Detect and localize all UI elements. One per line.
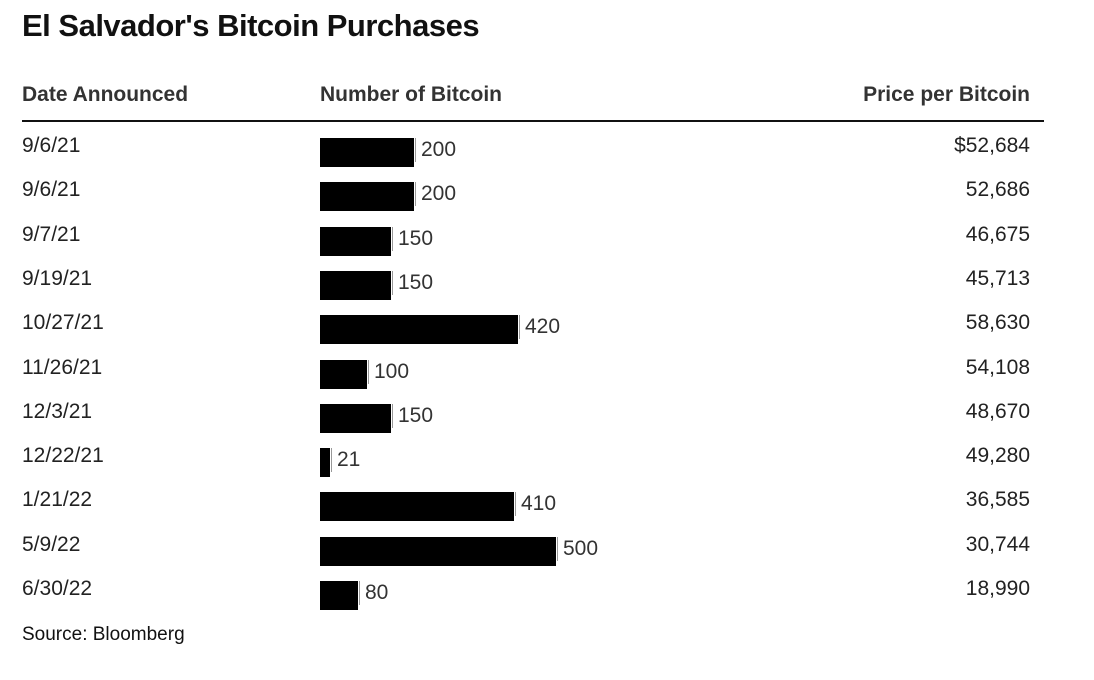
price-cell: 58,630	[965, 311, 1030, 335]
table-row: 10/27/21 420 58,630	[0, 303, 1094, 347]
header-number-of-bitcoin: Number of Bitcoin	[320, 83, 502, 106]
table-row: 9/6/21 200 52,686	[0, 170, 1094, 214]
price-cell: 36,585	[965, 488, 1030, 512]
table-row: 1/21/22 410 36,585	[0, 480, 1094, 524]
price-cell: 54,108	[965, 355, 1030, 379]
bitcoin-bar	[320, 581, 358, 610]
bitcoin-value-label: 21	[331, 448, 360, 473]
bitcoin-value-label: 410	[515, 492, 556, 517]
bitcoin-bar	[320, 226, 391, 256]
bitcoin-value-label: 200	[415, 182, 456, 207]
price-cell: 52,686	[965, 178, 1030, 202]
date-cell: 11/26/21	[22, 355, 103, 379]
header-date-announced: Date Announced	[22, 83, 189, 106]
bitcoin-value-label: 100	[368, 359, 409, 384]
table-row: 12/3/21 150 48,670	[0, 392, 1094, 436]
date-cell: 12/3/21	[22, 399, 93, 423]
header-price-per-bitcoin: Price per Bitcoin	[863, 83, 1030, 106]
table-row: 9/7/21 150 46,675	[0, 215, 1094, 259]
bitcoin-bar	[320, 536, 556, 566]
bitcoin-bar	[320, 315, 518, 345]
price-cell: 48,670	[965, 399, 1030, 423]
date-cell: 9/6/21	[22, 178, 81, 202]
bitcoin-value-label: 150	[392, 270, 433, 295]
source-note: Source: Bloomberg	[22, 624, 185, 645]
bitcoin-bar	[320, 492, 514, 522]
bitcoin-value-label: 420	[519, 315, 560, 340]
price-cell: 45,713	[965, 266, 1030, 290]
table-row: 6/30/22 80 18,990	[0, 569, 1094, 613]
date-cell: 9/19/21	[22, 266, 93, 290]
date-cell: 5/9/22	[22, 532, 81, 556]
bitcoin-bar	[320, 403, 391, 433]
bitcoin-value-label: 500	[557, 536, 598, 561]
date-cell: 1/21/22	[22, 488, 93, 512]
bitcoin-value-label: 80	[359, 581, 388, 605]
date-cell: 9/7/21	[22, 222, 81, 246]
price-cell: 18,990	[965, 577, 1030, 600]
header-rule	[22, 120, 1044, 122]
bitcoin-bar	[320, 138, 414, 167]
bitcoin-bar	[320, 359, 367, 389]
price-cell: 46,675	[965, 222, 1030, 246]
date-cell: 10/27/21	[22, 311, 104, 335]
price-cell: 49,280	[965, 444, 1030, 468]
date-cell: 6/30/22	[22, 577, 93, 600]
bitcoin-bar	[320, 448, 330, 478]
table-row: 9/6/21 200 $52,684	[0, 126, 1094, 170]
date-cell: 9/6/21	[22, 134, 81, 157]
bitcoin-value-label: 150	[392, 403, 433, 428]
chart-title: El Salvador's Bitcoin Purchases	[22, 8, 480, 43]
bitcoin-value-label: 200	[415, 138, 456, 162]
bitcoin-bar	[320, 182, 414, 212]
date-cell: 12/22/21	[22, 444, 104, 468]
table-row: 11/26/21 100 54,108	[0, 348, 1094, 392]
table-row: 12/22/21 21 49,280	[0, 436, 1094, 480]
price-cell: 30,744	[965, 532, 1030, 556]
bitcoin-bar	[320, 270, 391, 300]
price-cell: $52,684	[954, 134, 1030, 157]
table-row: 9/19/21 150 45,713	[0, 259, 1094, 303]
bitcoin-value-label: 150	[392, 226, 433, 251]
table-row: 5/9/22 500 30,744	[0, 525, 1094, 569]
